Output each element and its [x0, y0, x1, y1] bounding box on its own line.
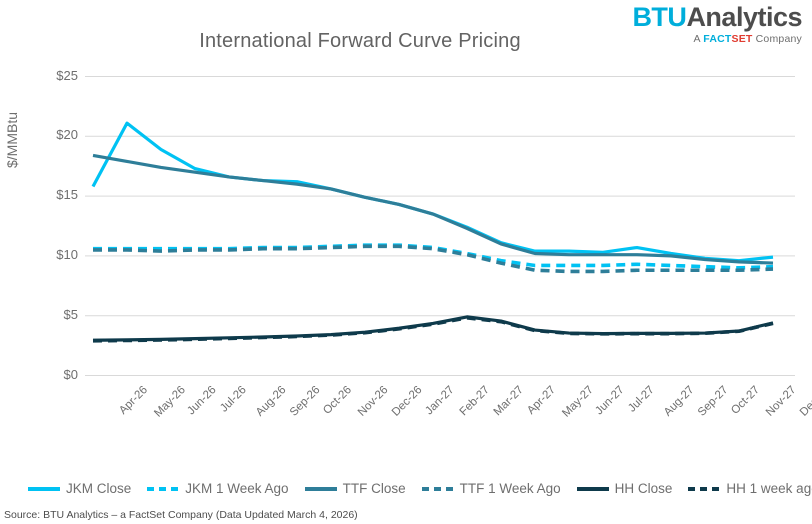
logo-analytics-text: Analytics	[686, 2, 802, 32]
source-note: Source: BTU Analytics – a FactSet Compan…	[4, 509, 358, 521]
legend-label: HH 1 week ago	[726, 481, 812, 496]
legend-swatch	[576, 486, 609, 491]
logo-tagline-set: SET	[731, 33, 753, 45]
series-line-hh-close	[92, 315, 774, 342]
series-line-hh-1-week-ago	[92, 316, 774, 343]
series-line-ttf-close	[92, 153, 774, 265]
brand-logo: BTUAnalytics A FACTSET Company	[632, 4, 802, 45]
logo-tagline: A FACTSET Company	[632, 34, 802, 45]
legend-item[interactable]: HH Close	[576, 481, 673, 496]
y-tick-label: $20	[56, 127, 78, 143]
y-tick-label: $5	[63, 306, 78, 322]
legend-label: HH Close	[614, 481, 673, 496]
series-line-ttf-1-week-ago	[93, 244, 774, 274]
logo-tagline-pre: A	[693, 33, 704, 45]
y-tick-label: $15	[56, 187, 78, 203]
y-tick-label: $10	[56, 246, 78, 262]
legend-label: JKM 1 Week Ago	[185, 481, 289, 496]
y-tick-label: $0	[63, 366, 78, 382]
legend-label: TTF 1 Week Ago	[459, 481, 561, 496]
logo-btu-text: BTU	[632, 2, 687, 32]
chart-legend: JKM Close JKM 1 Week Ago TTF Close TTF 1 We…	[28, 481, 812, 496]
legend-item[interactable]: TTF 1 Week Ago	[421, 481, 561, 496]
legend-label: JKM Close	[66, 481, 132, 496]
legend-item[interactable]: JKM 1 Week Ago	[147, 481, 289, 496]
legend-swatch	[28, 486, 60, 491]
series-line-jkm-close	[91, 121, 774, 263]
legend-swatch	[147, 486, 180, 491]
logo-tagline-post: Company	[752, 33, 802, 45]
y-tick-label: $25	[56, 67, 78, 83]
logo-wordmark: BTUAnalytics	[632, 4, 802, 31]
legend-label: TTF Close	[342, 481, 406, 496]
legend-swatch	[421, 486, 454, 491]
logo-tagline-fact: FACT	[703, 33, 732, 45]
legend-swatch	[304, 486, 337, 491]
chart-title: International Forward Curve Pricing	[199, 30, 521, 52]
legend-item[interactable]: HH 1 week ago	[688, 481, 812, 496]
legend-swatch	[688, 486, 721, 491]
legend-item[interactable]: TTF Close	[304, 481, 406, 496]
legend-item[interactable]: JKM Close	[28, 481, 131, 496]
